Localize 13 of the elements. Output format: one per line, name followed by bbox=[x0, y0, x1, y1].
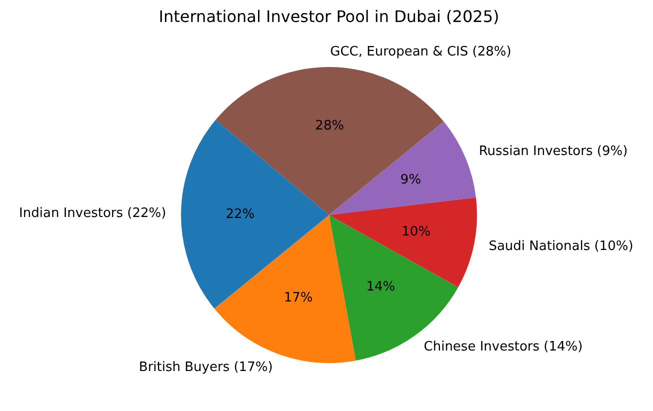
data-label: 28% bbox=[315, 118, 344, 134]
data-label: 14% bbox=[366, 280, 396, 295]
data-label: 17% bbox=[284, 290, 313, 306]
slice-label: Saudi Nationals (10%) bbox=[488, 238, 634, 254]
data-label: 9% bbox=[400, 172, 422, 188]
slice-label: Indian Investors (22%) bbox=[19, 206, 166, 222]
slice-label: Russian Investors (9%) bbox=[478, 144, 628, 159]
data-label: 22% bbox=[226, 206, 255, 222]
slice-label: GCC, European & CIS (28%) bbox=[330, 44, 512, 60]
slice-label: Chinese Investors (14%) bbox=[424, 340, 583, 355]
chart-title: International Investor Pool in Dubai (2025) bbox=[158, 7, 500, 26]
data-label: 10% bbox=[402, 224, 431, 240]
slice-label: British Buyers (17%) bbox=[138, 360, 273, 376]
